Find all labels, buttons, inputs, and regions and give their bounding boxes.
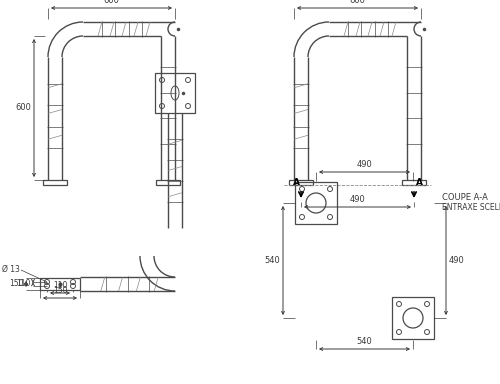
Text: A: A [292, 178, 300, 187]
Text: 110: 110 [53, 281, 67, 290]
Text: 600: 600 [350, 0, 366, 5]
Bar [43, 180, 67, 185]
Text: 490: 490 [350, 195, 366, 204]
Text: 600: 600 [104, 0, 120, 5]
Bar [156, 180, 180, 185]
Text: 490: 490 [356, 160, 372, 169]
Text: ENTRAXE SCELLEMENT: ENTRAXE SCELLEMENT [442, 204, 500, 212]
Text: A: A [416, 178, 422, 187]
Bar [155, 73, 195, 113]
Text: COUPE A-A: COUPE A-A [442, 194, 488, 202]
Bar [392, 297, 434, 339]
Bar [40, 278, 80, 290]
Text: Ø 13: Ø 13 [2, 265, 20, 273]
Text: 150: 150 [53, 286, 67, 295]
Text: 110: 110 [16, 280, 31, 288]
Bar [289, 180, 313, 185]
Text: 540: 540 [356, 337, 372, 346]
Text: 150: 150 [10, 280, 24, 288]
Bar [295, 182, 337, 224]
Text: 600: 600 [15, 104, 31, 113]
Text: 540: 540 [264, 256, 280, 265]
Text: 490: 490 [449, 256, 465, 265]
Bar [402, 180, 426, 185]
